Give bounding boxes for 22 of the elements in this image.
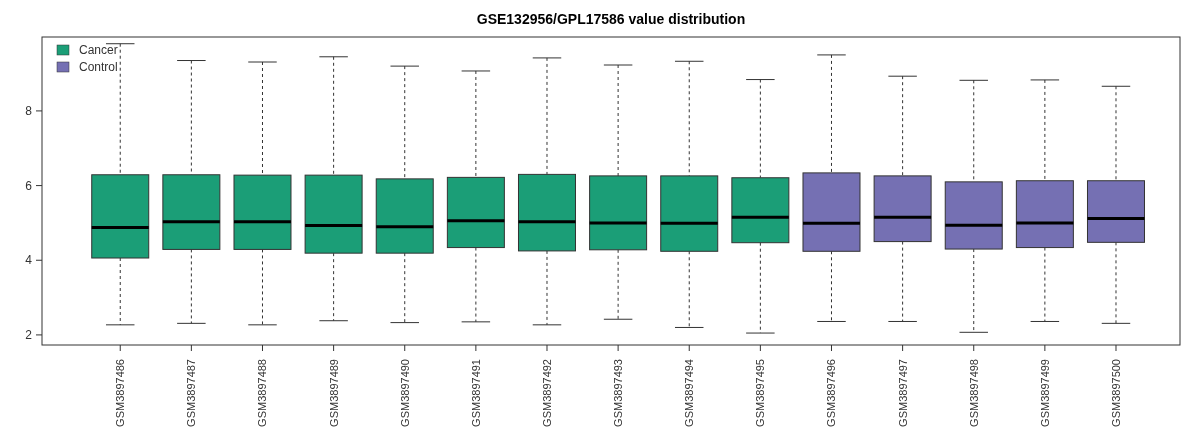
x-tick-label: GSM3897500 xyxy=(1109,359,1122,427)
x-tick-label: GSM3897488 xyxy=(256,359,269,427)
x-tick-label: GSM3897491 xyxy=(469,359,482,427)
x-tick-label: GSM3897499 xyxy=(1038,359,1051,427)
x-tick-label: GSM3897498 xyxy=(967,359,980,427)
y-tick-label: 8 xyxy=(25,104,33,119)
legend-label: Cancer xyxy=(79,43,118,57)
x-tick-label: GSM3897497 xyxy=(896,359,909,427)
x-tick-label: GSM3897496 xyxy=(825,359,838,427)
x-tick-label: GSM3897495 xyxy=(754,359,767,427)
x-tick-label: GSM3897486 xyxy=(114,359,127,427)
chart-title: GSE132956/GPL17586 value distribution xyxy=(476,11,746,27)
x-tick-label: GSM3897492 xyxy=(540,359,553,427)
legend-label: Control xyxy=(79,60,118,74)
x-tick-label: GSM3897494 xyxy=(683,359,696,427)
y-tick-label: 4 xyxy=(25,253,33,268)
x-tick-label: GSM3897489 xyxy=(327,359,340,427)
y-tick-label: 6 xyxy=(25,178,33,193)
x-tick-label: GSM3897490 xyxy=(398,359,411,427)
x-tick-label: GSM3897493 xyxy=(612,359,625,427)
x-tick-label: GSM3897487 xyxy=(185,359,198,427)
y-tick-label: 2 xyxy=(25,328,33,343)
